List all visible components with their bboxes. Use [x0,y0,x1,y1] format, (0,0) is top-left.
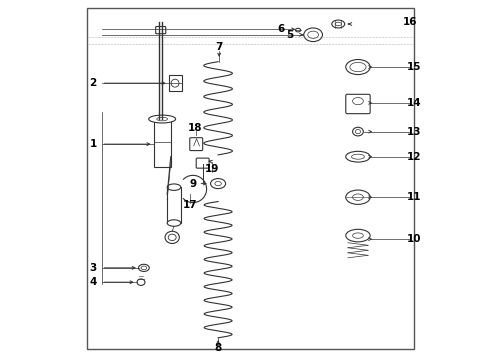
Bar [169,75,181,91]
Text: 4: 4 [89,277,97,287]
Text: 10: 10 [407,234,421,244]
Ellipse shape [335,22,342,26]
Ellipse shape [304,28,322,41]
Text: 12: 12 [407,152,421,162]
Ellipse shape [350,62,366,72]
Text: 19: 19 [205,164,219,174]
Ellipse shape [353,127,364,136]
Text: 6: 6 [277,24,285,35]
Ellipse shape [353,194,364,201]
FancyBboxPatch shape [156,27,166,34]
Text: 16: 16 [403,17,417,27]
Ellipse shape [355,130,361,134]
FancyBboxPatch shape [196,158,209,168]
Ellipse shape [141,266,147,270]
Ellipse shape [157,117,168,121]
Bar [167,187,181,223]
Text: 8: 8 [215,343,222,353]
Text: 15: 15 [407,62,421,72]
Ellipse shape [332,20,344,28]
Ellipse shape [346,59,370,75]
Ellipse shape [137,279,145,285]
Text: 1: 1 [89,139,97,149]
Ellipse shape [295,28,300,32]
Text: 2: 2 [89,78,97,88]
FancyBboxPatch shape [346,94,370,114]
Ellipse shape [168,234,176,240]
Text: 13: 13 [407,127,421,136]
Ellipse shape [351,154,365,159]
Ellipse shape [346,151,370,162]
Ellipse shape [353,98,364,105]
Text: 3: 3 [89,263,97,273]
Ellipse shape [215,181,221,186]
Ellipse shape [165,231,179,243]
Text: 17: 17 [183,200,198,210]
Ellipse shape [308,31,319,39]
Text: 9: 9 [190,179,196,189]
Ellipse shape [211,179,225,189]
Ellipse shape [346,229,370,242]
Ellipse shape [353,233,364,238]
Text: 14: 14 [407,98,421,108]
Text: 18: 18 [188,123,203,133]
Bar [153,119,171,167]
Ellipse shape [167,220,181,226]
Ellipse shape [148,115,175,123]
Text: 7: 7 [216,42,223,52]
Text: 11: 11 [407,192,421,202]
Ellipse shape [139,264,149,271]
Ellipse shape [346,190,370,204]
Text: 5: 5 [286,31,293,40]
FancyBboxPatch shape [190,138,203,150]
Ellipse shape [171,79,179,87]
Ellipse shape [167,184,181,190]
